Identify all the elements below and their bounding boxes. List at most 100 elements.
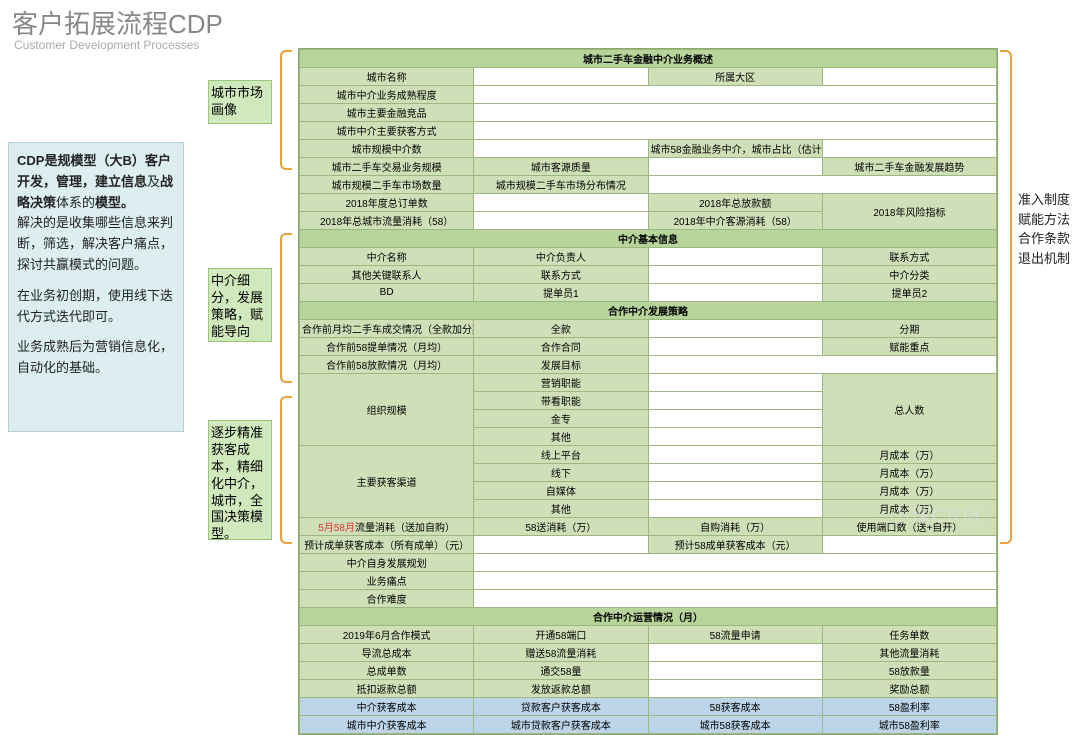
- c: 城市58金融业务中介，城市占比（估计）: [648, 140, 822, 158]
- c: 中介分类: [822, 266, 996, 284]
- c: 合作前58提单情况（月均）: [300, 338, 474, 356]
- c: 所属大区: [648, 68, 822, 86]
- c: 任务单数: [822, 626, 996, 644]
- c: 其他关键联系人: [300, 266, 474, 284]
- c: 组织规模: [300, 374, 474, 446]
- c: 总人数: [822, 374, 996, 446]
- c: 联系方式: [822, 248, 996, 266]
- c: 城市58获客成本: [648, 716, 822, 734]
- s1-header: 城市二手车金融中介业务概述: [300, 50, 997, 68]
- c: 2018年总城市流量消耗（58）: [300, 212, 474, 230]
- c: 抵扣返款总额: [300, 680, 474, 698]
- info-box: CDP是规模型（大B）客户开发，管理，建立信息及战略决策体系的模型。 解决的是收…: [8, 142, 184, 432]
- info-p1b: 开发，管理，建立信息: [17, 174, 147, 189]
- main-table: 城市二手车金融中介业务概述 城市名称 所属大区 城市中介业务成熟程度 城市主要金融…: [298, 48, 998, 735]
- c: 城市中介主要获客方式: [300, 122, 474, 140]
- c: 主要获客渠道: [300, 446, 474, 518]
- info-p1c: 及: [147, 174, 160, 189]
- c: 2018年总放款额: [648, 194, 822, 212]
- c: 发展目标: [474, 356, 648, 374]
- c: 58流量申请: [648, 626, 822, 644]
- c: 中介负责人: [474, 248, 648, 266]
- c: 分期: [822, 320, 996, 338]
- bracket-1: [280, 50, 292, 170]
- c: 2018年风险指标: [822, 194, 996, 230]
- c: 自媒体: [474, 482, 648, 500]
- c: 城市客源质量: [474, 158, 648, 176]
- bracket-right: [1000, 50, 1012, 544]
- info-p1e: 体系的: [56, 195, 95, 210]
- c: 月成本（万）: [822, 482, 996, 500]
- tag-city-profile: 城市市场画像: [208, 80, 272, 124]
- s2-header: 中介基本信息: [300, 230, 997, 248]
- c: 58获客成本: [648, 698, 822, 716]
- watermark: 小珠CRM: [889, 499, 980, 528]
- c: 发放返款总额: [474, 680, 648, 698]
- c: 营销职能: [474, 374, 648, 392]
- info-p4: 业务成熟后为营销信息化，自动化的基础。: [17, 337, 175, 379]
- s3-header: 合作中介发展策略: [300, 302, 997, 320]
- c: 自购消耗（万）: [648, 518, 822, 536]
- c: 合作前58放款情况（月均）: [300, 356, 474, 374]
- c: 金专: [474, 410, 648, 428]
- c: 城市二手车金融发展趋势: [822, 158, 996, 176]
- c: 城市规模中介数: [300, 140, 474, 158]
- tag-agent-segment: 中介细分，发展策略，赋能导向: [208, 268, 272, 342]
- info-p1a: CDP是规模型（大B）客户: [17, 153, 171, 168]
- c: 城市规模二手车市场分布情况: [474, 176, 648, 194]
- c: 其他流量消耗: [822, 644, 996, 662]
- tag-cost-model: 逐步精准获客成本，精细化中介，城市，全国决策模型。: [208, 420, 272, 540]
- c: 线下: [474, 464, 648, 482]
- c: 城市贷款客户获客成本: [474, 716, 648, 734]
- page-title: 客户拓展流程CDP: [12, 4, 223, 41]
- c: 月成本（万）: [822, 464, 996, 482]
- c: 贷款客户获客成本: [474, 698, 648, 716]
- c: 总成单数: [300, 662, 474, 680]
- c: 开通58端口: [474, 626, 648, 644]
- c: 预计成单获客成本（所有成单）（元）: [300, 536, 474, 554]
- c: 赋能重点: [822, 338, 996, 356]
- c: 线上平台: [474, 446, 648, 464]
- c: 城市中介业务成熟程度: [300, 86, 474, 104]
- c: 城市名称: [300, 68, 474, 86]
- c: 其他: [474, 500, 648, 518]
- c: 全款: [474, 320, 648, 338]
- info-p1f: 模型。: [95, 195, 134, 210]
- c: 2019年6月合作模式: [300, 626, 474, 644]
- c: 城市58盈利率: [822, 716, 996, 734]
- c: 提单员1: [474, 284, 648, 302]
- c: 5月58月流量消耗（送加自购）: [300, 518, 474, 536]
- page-subtitle: Customer Development Processes: [14, 38, 199, 52]
- c: 其他: [474, 428, 648, 446]
- c: 通交58量: [474, 662, 648, 680]
- c: 奖励总额: [822, 680, 996, 698]
- info-p2: 解决的是收集哪些信息来判断，筛选，解决客户痛点，探讨共赢模式的问题。: [17, 213, 175, 275]
- c: 中介自身发展规划: [300, 554, 474, 572]
- c: 月成本（万）: [822, 446, 996, 464]
- c: 导流总成本: [300, 644, 474, 662]
- c: 城市主要金融竞品: [300, 104, 474, 122]
- c: 中介获客成本: [300, 698, 474, 716]
- c: 城市中介获客成本: [300, 716, 474, 734]
- c: 2018年中介客源消耗（58）: [648, 212, 822, 230]
- c: BD: [300, 284, 474, 302]
- c: 业务痛点: [300, 572, 474, 590]
- c: 中介名称: [300, 248, 474, 266]
- s4-header: 合作中介运营情况（月）: [300, 608, 997, 626]
- tag-right-rules: 准入制度 赋能方法 合作条款 退出机制: [1018, 190, 1080, 268]
- bracket-2: [280, 233, 292, 383]
- c: 58送消耗（万）: [474, 518, 648, 536]
- c: 预计58成单获客成本（元）: [648, 536, 822, 554]
- c: 提单员2: [822, 284, 996, 302]
- c: 合作难度: [300, 590, 474, 608]
- c: 城市规模二手车市场数量: [300, 176, 474, 194]
- c: 合作前月均二手车成交情况（全款加分期）: [300, 320, 474, 338]
- info-p3: 在业务初创期，使用线下迭代方式迭代即可。: [17, 286, 175, 328]
- c: 58放款量: [822, 662, 996, 680]
- c: 带看职能: [474, 392, 648, 410]
- c: 联系方式: [474, 266, 648, 284]
- c: 赠送58流量消耗: [474, 644, 648, 662]
- c: 城市二手车交易业务规模: [300, 158, 474, 176]
- c: 2018年度总订单数: [300, 194, 474, 212]
- c: 58盈利率: [822, 698, 996, 716]
